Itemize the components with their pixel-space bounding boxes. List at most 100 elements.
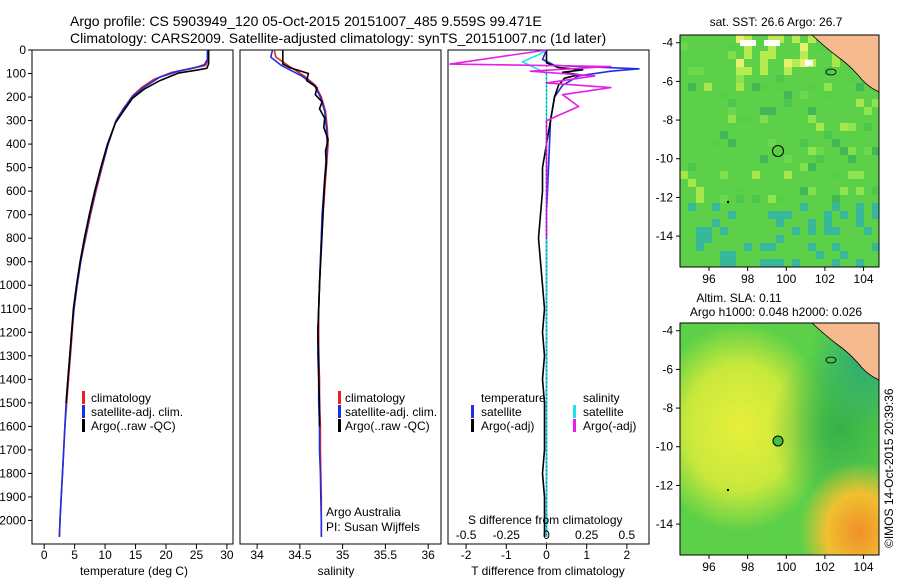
t-difference-axis-label: T difference from climatology — [471, 564, 625, 578]
salinity-chart: 34 34.5 35 35.5 36 — [250, 49, 435, 562]
depth-tick-label: 1000 — [0, 278, 26, 292]
sst-cell — [784, 99, 792, 107]
sst-cell — [704, 227, 712, 235]
sst-cell — [800, 43, 808, 51]
legend-header-salinity: salinity — [583, 391, 620, 405]
sst-cell — [728, 99, 736, 107]
map-y-tick-label: -4 — [662, 36, 673, 50]
sst-cell — [872, 211, 879, 219]
sst-cloud-cell — [748, 40, 756, 46]
sst-cell — [744, 67, 752, 75]
sst-cell — [760, 51, 768, 59]
sst-cell — [840, 147, 848, 155]
sst-cell — [776, 35, 784, 43]
x-tick-label: 0 — [543, 548, 550, 562]
depth-tick-label: 1800 — [0, 466, 26, 480]
sst-cell — [728, 115, 736, 123]
sst-cell — [784, 155, 792, 163]
depth-tick-label: 1700 — [0, 443, 26, 457]
sst-cell — [856, 83, 864, 91]
legend-swatch-climatology — [338, 391, 341, 404]
map-x-tick-label: 104 — [854, 272, 874, 286]
depth-tick-label: 0 — [19, 43, 26, 57]
sst-cell — [736, 115, 744, 123]
sst-cell — [736, 59, 744, 67]
s-difference-label: S difference from climatology — [468, 513, 623, 527]
x-tick-label: -2 — [461, 548, 472, 562]
sst-cell — [856, 219, 864, 227]
timestamp-stamp: ©IMOS 14-Oct-2015 20:39:36 — [882, 388, 896, 548]
sst-cell — [784, 171, 792, 179]
salinity-axis-label: salinity — [318, 564, 355, 578]
map-x-tick-label: 96 — [702, 272, 716, 286]
sst-cell — [808, 107, 816, 115]
sst-cell — [768, 195, 776, 203]
argo-position-marker — [772, 145, 784, 157]
sst-cell — [752, 83, 760, 91]
depth-tick-label: 600 — [6, 184, 26, 198]
map-x-tick-label: 102 — [815, 272, 835, 286]
legend-header-temperature: temperature — [481, 391, 546, 405]
sst-cell — [680, 171, 688, 179]
depth-tick-label: 1600 — [0, 419, 26, 433]
legend-label-climatology: climatology — [345, 391, 405, 405]
sst-cell — [760, 59, 768, 67]
sst-cell — [856, 99, 864, 107]
x-tick-label: 34.5 — [288, 548, 312, 562]
sst-cell — [728, 211, 736, 219]
sst-cell — [720, 131, 728, 139]
sst-cloud-cell — [764, 40, 772, 46]
sst-cell — [776, 195, 784, 203]
x-tick-label: 25 — [190, 548, 204, 562]
map-x-tick-label: 98 — [741, 272, 755, 286]
sst-cell — [768, 35, 776, 43]
sst-cell — [720, 251, 728, 259]
temperature-chart: 0 5 10 15 20 25 30 — [41, 50, 234, 562]
sst-cell — [816, 123, 824, 131]
sst-cell — [768, 43, 776, 51]
depth-tick-label: 1200 — [0, 325, 26, 339]
sst-map: sat. SST: 26.6 Argo: 26.7 96 98 100 102 104 -… — [656, 15, 880, 286]
sst-cell — [744, 243, 752, 251]
sst-cell — [768, 211, 776, 219]
sst-cell — [832, 227, 840, 235]
sst-cell — [776, 219, 784, 227]
temperature-axis-label: temperature (deg C) — [80, 564, 188, 578]
s-tick-label: -0.25 — [493, 528, 521, 542]
header-line-2: Climatology: CARS2009. Satellite-adjuste… — [70, 30, 606, 46]
sst-cell — [760, 155, 768, 163]
sst-cell — [800, 163, 808, 171]
temperature-panel-frame — [31, 49, 234, 545]
sst-cell — [800, 203, 808, 211]
sst-cell — [792, 259, 800, 267]
legend-swatch-argo — [82, 419, 85, 432]
x-tick-label: 36 — [421, 548, 435, 562]
sst-cell — [768, 243, 776, 251]
sst-cell — [848, 171, 856, 179]
x-tick-label: 15 — [129, 548, 143, 562]
depth-tick-label: 900 — [6, 255, 26, 269]
map-x-tick-label: 98 — [741, 560, 755, 574]
sst-cell — [784, 211, 792, 219]
legend-label-argo: Argo(..raw -QC) — [91, 419, 176, 433]
sst-cell — [704, 235, 712, 243]
sla-map-frame — [679, 322, 880, 556]
sst-cell — [728, 251, 736, 259]
sst-cell — [712, 139, 720, 147]
sst-cell — [760, 107, 768, 115]
sst-cell — [808, 35, 816, 43]
legend-swatch-s-satellite — [573, 405, 576, 418]
sst-cell — [824, 83, 832, 91]
sst-island — [825, 68, 837, 76]
series-line-argo-raw-qc — [281, 50, 329, 427]
s-tick-label: 0.5 — [619, 528, 636, 542]
series-line-climatology — [58, 50, 210, 537]
sst-cell — [840, 123, 848, 131]
depth-tick-label: 1500 — [0, 396, 26, 410]
sst-cell — [736, 195, 744, 203]
sst-cell — [720, 195, 728, 203]
sla-island — [825, 356, 837, 364]
sst-cell — [840, 187, 848, 195]
sla-map: Altim. SLA: 0.11 Argo h1000: 0.048 h2000… — [656, 291, 880, 574]
sst-cell — [792, 59, 800, 67]
